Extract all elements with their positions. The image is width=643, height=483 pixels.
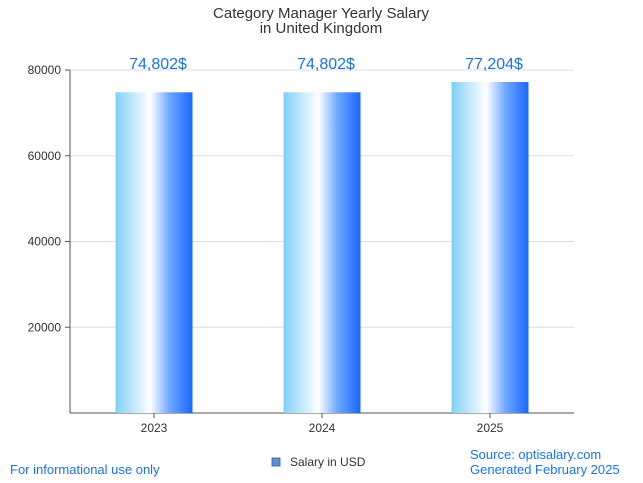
data-label-2025: 77,204$ [465,56,523,73]
x-tick-label-2024: 2024 [309,421,336,435]
source-text[interactable]: Source: optisalary.com [470,447,601,462]
y-axis-ticks: 20000 40000 60000 80000 [28,63,70,334]
x-axis-ticks: 2023 2024 2025 [141,413,504,435]
data-label-2023: 74,802$ [129,56,187,73]
data-label-2024: 74,802$ [297,56,355,73]
generated-text: Generated February 2025 [470,462,620,477]
bar-2023[interactable] [115,92,193,413]
disclaimer-text: For informational use only [10,462,160,477]
legend[interactable]: Salary in USD [271,455,366,469]
y-tick-label-40000: 40000 [28,235,62,249]
chart-title-line-2: in United Kingdom [260,20,383,37]
y-tick-label-80000: 80000 [28,63,62,77]
data-labels: 74,802$ 74,802$ 77,204$ [129,56,523,73]
bar-2025[interactable] [451,81,529,413]
x-tick-label-2023: 2023 [141,421,168,435]
x-tick-label-2025: 2025 [477,421,504,435]
legend-label: Salary in USD [290,455,366,469]
y-tick-label-60000: 60000 [28,149,62,163]
legend-swatch [271,457,281,467]
y-tick-label-20000: 20000 [28,320,62,334]
bars [115,81,529,413]
bar-2024[interactable] [283,92,361,413]
chart-title-line-1: Category Manager Yearly Salary [213,5,429,22]
